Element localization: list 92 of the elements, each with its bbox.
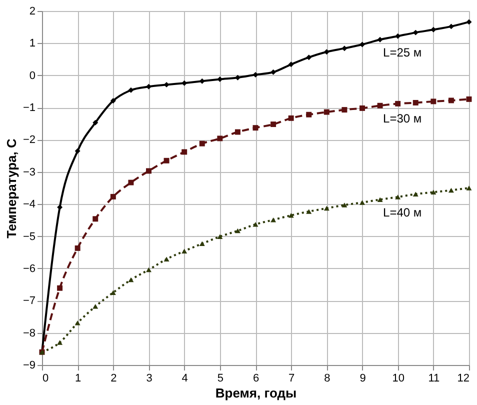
point — [288, 115, 294, 121]
y-tick-label: −6 — [22, 262, 36, 275]
x-tick-label: 4 — [182, 372, 188, 384]
point — [234, 228, 240, 234]
y-tick-label: −7 — [22, 295, 36, 308]
point — [57, 204, 63, 210]
point — [217, 136, 223, 142]
point — [164, 158, 170, 164]
point — [288, 62, 294, 68]
point — [395, 194, 401, 200]
point — [324, 109, 330, 115]
point — [395, 33, 401, 39]
series-label: L=25 м — [383, 46, 422, 60]
x-tick-label: 1 — [75, 372, 82, 384]
point — [324, 49, 330, 55]
point — [306, 112, 312, 118]
point — [74, 148, 80, 154]
point — [466, 96, 472, 102]
y-tick-label: −4 — [22, 198, 36, 211]
point — [92, 120, 98, 126]
x-tick-label: 9 — [360, 372, 366, 384]
point — [412, 100, 418, 106]
x-axis-title: Время, годы — [215, 386, 297, 400]
point — [182, 248, 188, 254]
point — [199, 241, 205, 246]
y-tick-label: 1 — [29, 38, 36, 50]
point — [377, 102, 383, 108]
x-tick-label: 12 — [457, 372, 470, 384]
point — [430, 98, 436, 104]
point — [92, 216, 98, 222]
point — [74, 320, 80, 326]
point — [360, 200, 365, 205]
y-tick-label: −9 — [22, 360, 36, 372]
point — [146, 84, 152, 90]
point — [252, 72, 258, 78]
point — [448, 98, 454, 104]
y-axis-title: Температура, С — [4, 138, 19, 238]
point — [146, 267, 152, 272]
point — [466, 19, 472, 25]
series-label: L=30 м — [383, 112, 422, 126]
x-tick-label: 8 — [324, 372, 330, 384]
point — [342, 202, 348, 208]
y-tick-label: 2 — [29, 6, 36, 18]
point — [466, 186, 472, 190]
point — [110, 98, 116, 104]
series-label: L=40 м — [383, 206, 422, 220]
point — [360, 105, 365, 111]
point — [92, 304, 98, 309]
point — [164, 256, 170, 262]
point — [110, 194, 116, 200]
x-tick-label: 6 — [252, 372, 260, 384]
point — [57, 285, 63, 291]
point — [288, 212, 294, 218]
point — [270, 69, 276, 75]
point — [342, 46, 348, 52]
point — [448, 188, 454, 193]
point — [360, 42, 365, 48]
point — [182, 149, 188, 155]
point — [324, 206, 330, 211]
point — [146, 168, 152, 174]
point — [217, 234, 223, 239]
x-tick-label: 7 — [288, 372, 295, 384]
point — [306, 54, 312, 60]
point — [128, 180, 134, 186]
point — [57, 340, 63, 345]
point — [270, 122, 276, 128]
point — [395, 100, 401, 106]
point — [412, 192, 418, 196]
point — [128, 277, 134, 282]
y-tick-label: −3 — [22, 166, 36, 178]
point — [377, 36, 383, 42]
point — [430, 190, 436, 195]
x-tick-label: 0 — [42, 372, 49, 384]
y-tick-label: −5 — [22, 230, 36, 243]
point — [199, 140, 205, 146]
point — [430, 26, 436, 32]
x-tick-label: 10 — [392, 372, 404, 384]
point — [234, 129, 240, 135]
x-tick-label: 2 — [110, 372, 117, 384]
x-tick-label: 11 — [428, 372, 440, 384]
y-tick-label: 0 — [29, 70, 36, 82]
x-tick-label: 3 — [146, 372, 152, 384]
point — [74, 245, 80, 251]
point — [342, 107, 348, 113]
y-tick-label: −8 — [22, 327, 36, 340]
y-tick-label: −2 — [22, 134, 36, 146]
point — [377, 197, 383, 202]
point — [252, 125, 258, 131]
point — [306, 209, 312, 214]
point — [128, 87, 134, 93]
y-tick-label: −1 — [22, 102, 36, 114]
x-tick-label: 5 — [217, 372, 224, 384]
